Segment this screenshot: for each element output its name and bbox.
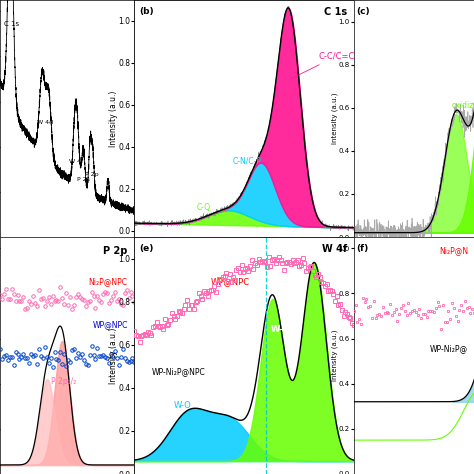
Text: W-P: W-P <box>270 325 289 334</box>
Text: C 1s: C 1s <box>4 21 19 27</box>
X-axis label: Binding Energy (eV): Binding Energy (eV) <box>196 252 292 261</box>
Text: W 4f: W 4f <box>322 244 347 254</box>
Text: WP@NPC: WP@NPC <box>92 320 128 329</box>
Text: WP@NPC: WP@NPC <box>211 277 250 286</box>
Text: C-C/C=C: C-C/C=C <box>292 52 355 79</box>
Text: WP-Ni₂P@: WP-Ni₂P@ <box>430 344 468 353</box>
Text: (e): (e) <box>139 244 153 253</box>
X-axis label: eV (eV): eV (eV) <box>53 247 81 256</box>
Text: P 2p: P 2p <box>103 246 128 256</box>
Text: WP-Ni₂P@NPC: WP-Ni₂P@NPC <box>152 367 206 376</box>
Text: Ni₂P@NPC: Ni₂P@NPC <box>89 277 128 286</box>
Text: W 4f: W 4f <box>69 158 83 164</box>
Y-axis label: Intensity (a.u.): Intensity (a.u.) <box>109 328 118 383</box>
Y-axis label: Intensity (a.u.): Intensity (a.u.) <box>109 91 118 146</box>
Y-axis label: Intensity (a.u.): Intensity (a.u.) <box>332 330 338 381</box>
Text: P 2p₁/₂: P 2p₁/₂ <box>51 377 76 386</box>
Text: Ni₂P@N: Ni₂P@N <box>439 246 468 255</box>
Text: C 1s: C 1s <box>324 7 347 17</box>
Text: P 2p: P 2p <box>85 172 99 177</box>
Text: (c): (c) <box>356 7 370 16</box>
Y-axis label: Intensity (a.u.): Intensity (a.u.) <box>332 93 338 144</box>
Text: C-N/C-P: C-N/C-P <box>233 156 262 165</box>
X-axis label: Bin: Bin <box>407 248 421 257</box>
Text: P 2s: P 2s <box>77 177 90 182</box>
Text: C-Q: C-Q <box>197 203 211 212</box>
Text: (b): (b) <box>139 7 154 16</box>
Text: W 4d: W 4d <box>37 120 53 125</box>
Text: oxidized: oxidized <box>451 101 474 109</box>
Text: (f): (f) <box>356 244 368 253</box>
Text: W-O: W-O <box>174 401 191 410</box>
